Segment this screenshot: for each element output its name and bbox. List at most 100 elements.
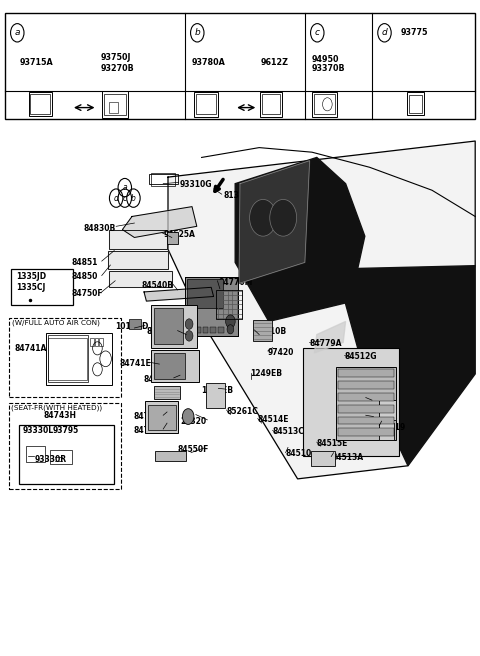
- Circle shape: [250, 199, 276, 236]
- Bar: [312, 92, 337, 117]
- Text: 84743H: 84743H: [43, 411, 76, 420]
- Text: 84830B: 84830B: [84, 224, 116, 233]
- Bar: [48, 338, 87, 380]
- Bar: [260, 92, 282, 117]
- Bar: [129, 319, 141, 329]
- Text: 94525A: 94525A: [163, 230, 195, 239]
- Text: 84519: 84519: [379, 422, 406, 432]
- Text: 84516A: 84516A: [366, 412, 398, 421]
- Text: a: a: [122, 183, 127, 192]
- Text: 97420: 97420: [268, 348, 294, 357]
- Bar: [185, 277, 238, 336]
- Bar: [187, 279, 223, 308]
- Circle shape: [227, 325, 234, 334]
- Bar: [19, 425, 114, 484]
- Text: 1249EB: 1249EB: [251, 369, 283, 379]
- Bar: [151, 305, 197, 348]
- Text: 84741A: 84741A: [146, 327, 179, 337]
- Bar: [95, 338, 98, 346]
- Text: 84747: 84747: [133, 412, 160, 421]
- Bar: [407, 92, 424, 115]
- Bar: [379, 400, 396, 420]
- Bar: [338, 417, 394, 424]
- Bar: [187, 327, 193, 333]
- Bar: [409, 95, 422, 113]
- Circle shape: [185, 331, 193, 341]
- Polygon shape: [168, 141, 475, 479]
- Bar: [48, 335, 88, 382]
- Text: 97410B: 97410B: [254, 327, 287, 336]
- Text: 1018AD: 1018AD: [115, 322, 149, 331]
- Bar: [26, 446, 45, 462]
- Text: 93715A: 93715A: [19, 58, 53, 67]
- Text: 84750F: 84750F: [71, 289, 103, 298]
- Text: 1249EB: 1249EB: [202, 386, 234, 395]
- Bar: [50, 450, 72, 464]
- Bar: [210, 327, 216, 333]
- Circle shape: [270, 199, 297, 236]
- Polygon shape: [235, 157, 365, 321]
- Text: 93310G: 93310G: [180, 180, 213, 190]
- Bar: [11, 269, 73, 305]
- Bar: [109, 230, 167, 249]
- Bar: [311, 451, 335, 466]
- Text: 84512G: 84512G: [345, 352, 377, 361]
- Text: 84550F: 84550F: [178, 445, 209, 454]
- Text: 93270B: 93270B: [101, 64, 134, 73]
- Bar: [109, 271, 172, 287]
- Bar: [194, 92, 218, 117]
- Polygon shape: [108, 251, 168, 269]
- Text: 84770M: 84770M: [218, 277, 253, 287]
- Text: c: c: [123, 194, 127, 203]
- Bar: [154, 308, 183, 344]
- Bar: [303, 348, 399, 456]
- Bar: [338, 381, 394, 389]
- Bar: [338, 405, 394, 413]
- Text: 84851: 84851: [71, 258, 97, 267]
- Circle shape: [182, 409, 194, 424]
- Polygon shape: [109, 230, 167, 249]
- Text: c: c: [315, 28, 320, 37]
- Bar: [151, 350, 199, 382]
- Bar: [29, 92, 52, 116]
- Text: 84510: 84510: [286, 449, 312, 459]
- Text: 84743H: 84743H: [133, 426, 167, 435]
- Bar: [99, 338, 103, 346]
- Text: 1335JD
1335CJ: 1335JD 1335CJ: [16, 272, 46, 292]
- Polygon shape: [122, 207, 197, 237]
- Bar: [90, 338, 94, 346]
- Text: 84513C: 84513C: [273, 427, 304, 436]
- Bar: [30, 94, 50, 114]
- Bar: [102, 91, 128, 118]
- Text: 93795: 93795: [53, 426, 79, 436]
- Text: 84515E: 84515E: [317, 439, 348, 448]
- Text: d: d: [382, 28, 387, 37]
- Bar: [379, 423, 394, 440]
- Bar: [154, 353, 185, 379]
- Text: 84741E: 84741E: [119, 359, 151, 368]
- Text: d: d: [114, 194, 119, 203]
- Bar: [338, 393, 394, 401]
- Bar: [148, 405, 176, 430]
- Bar: [149, 174, 178, 184]
- Bar: [203, 327, 208, 333]
- Bar: [338, 369, 394, 377]
- Bar: [262, 94, 280, 114]
- Text: b: b: [131, 194, 136, 203]
- Text: 84513A: 84513A: [331, 453, 363, 462]
- Bar: [196, 94, 216, 114]
- Circle shape: [226, 315, 235, 328]
- Bar: [5, 13, 475, 119]
- Bar: [9, 318, 121, 397]
- Bar: [195, 327, 201, 333]
- Text: 81389A: 81389A: [223, 191, 255, 200]
- Bar: [185, 277, 238, 336]
- Text: a: a: [14, 28, 20, 37]
- Text: 84512B: 84512B: [366, 394, 398, 403]
- Bar: [145, 401, 178, 433]
- Text: 93780A: 93780A: [192, 58, 226, 67]
- Bar: [167, 232, 178, 244]
- Text: 84741A: 84741A: [14, 344, 47, 354]
- Text: 94950: 94950: [312, 54, 339, 64]
- Bar: [336, 367, 396, 440]
